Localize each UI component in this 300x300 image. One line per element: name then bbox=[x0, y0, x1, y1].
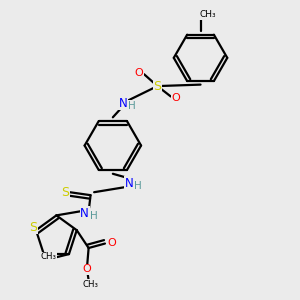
Text: O: O bbox=[107, 238, 116, 248]
Text: O: O bbox=[134, 68, 143, 78]
Text: H: H bbox=[90, 211, 98, 221]
Text: N: N bbox=[125, 177, 134, 190]
Text: H: H bbox=[134, 181, 142, 191]
Text: H: H bbox=[128, 101, 136, 111]
Text: S: S bbox=[61, 186, 69, 199]
Text: N: N bbox=[80, 207, 89, 220]
Text: O: O bbox=[172, 93, 181, 103]
Text: CH₃: CH₃ bbox=[83, 280, 99, 289]
Text: N: N bbox=[119, 97, 128, 110]
Text: CH₃: CH₃ bbox=[41, 252, 57, 261]
Text: S: S bbox=[29, 221, 37, 234]
Text: S: S bbox=[153, 80, 161, 93]
Text: O: O bbox=[82, 264, 91, 274]
Text: CH₃: CH₃ bbox=[200, 10, 216, 19]
